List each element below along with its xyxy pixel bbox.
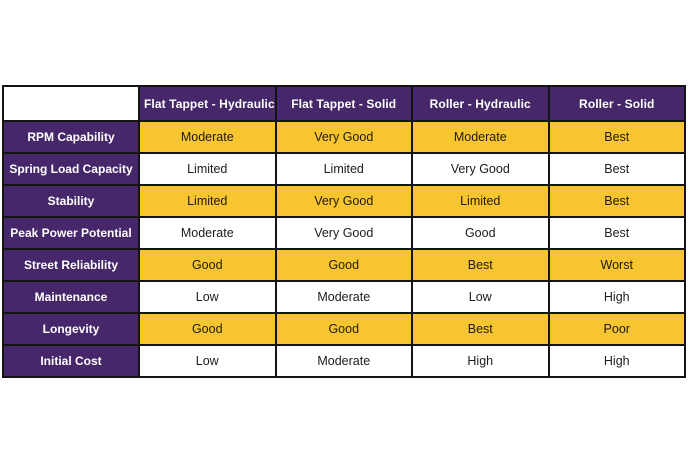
table-row-street-reliability: Street Reliability Good Good Best Worst [2,248,686,282]
table-cell: Good [274,248,413,282]
table-row-stability: Stability Limited Very Good Limited Best [2,184,686,218]
table-cell: Good [138,248,277,282]
table-cell: Limited [138,152,277,186]
table-cell: Worst [547,248,686,282]
table-cell: Best [411,248,550,282]
column-header-flat-tappet-hydraulic: Flat Tappet - Hydraulic [138,85,277,122]
row-header: Peak Power Potential [2,216,140,250]
column-header-flat-tappet-solid: Flat Tappet - Solid [274,85,413,122]
table-cell: Moderate [138,216,277,250]
table-row-longevity: Longevity Good Good Best Poor [2,312,686,346]
table-row-rpm-capability: RPM Capability Moderate Very Good Modera… [2,120,686,154]
row-header: Stability [2,184,140,218]
table-cell: High [547,280,686,314]
table-row-peak-power-potential: Peak Power Potential Moderate Very Good … [2,216,686,250]
table-row-maintenance: Maintenance Low Moderate Low High [2,280,686,314]
table-cell: Good [138,312,277,346]
table-cell: Moderate [274,344,413,378]
table-cell: Best [411,312,550,346]
table-cell: Best [547,120,686,154]
row-header: RPM Capability [2,120,140,154]
row-header: Maintenance [2,280,140,314]
row-header: Street Reliability [2,248,140,282]
header-row: Flat Tappet - Hydraulic Flat Tappet - So… [2,85,686,122]
column-header-roller-hydraulic: Roller - Hydraulic [411,85,550,122]
table-cell: Good [411,216,550,250]
table-cell: Limited [411,184,550,218]
table-row-initial-cost: Initial Cost Low Moderate High High [2,344,686,378]
column-header-roller-solid: Roller - Solid [547,85,686,122]
table-cell: Very Good [274,120,413,154]
row-header: Longevity [2,312,140,346]
table-cell: Moderate [411,120,550,154]
table-cell: Limited [138,184,277,218]
table-cell: Limited [274,152,413,186]
table-cell: Moderate [138,120,277,154]
table-cell: Best [547,152,686,186]
table-cell: Moderate [274,280,413,314]
table-cell: Very Good [274,184,413,218]
row-header: Initial Cost [2,344,140,378]
table-cell: High [547,344,686,378]
table-row-spring-load-capacity: Spring Load Capacity Limited Limited Ver… [2,152,686,186]
camshaft-comparison-table: Flat Tappet - Hydraulic Flat Tappet - So… [2,85,686,378]
table-cell: Low [138,280,277,314]
comparison-table-wrapper: Flat Tappet - Hydraulic Flat Tappet - So… [2,85,686,378]
corner-cell [2,85,140,122]
table-cell: Low [411,280,550,314]
table-cell: Best [547,216,686,250]
table-cell: Low [138,344,277,378]
table-cell: Poor [547,312,686,346]
table-cell: High [411,344,550,378]
row-header: Spring Load Capacity [2,152,140,186]
table-cell: Very Good [274,216,413,250]
table-cell: Good [274,312,413,346]
table-cell: Very Good [411,152,550,186]
table-cell: Best [547,184,686,218]
